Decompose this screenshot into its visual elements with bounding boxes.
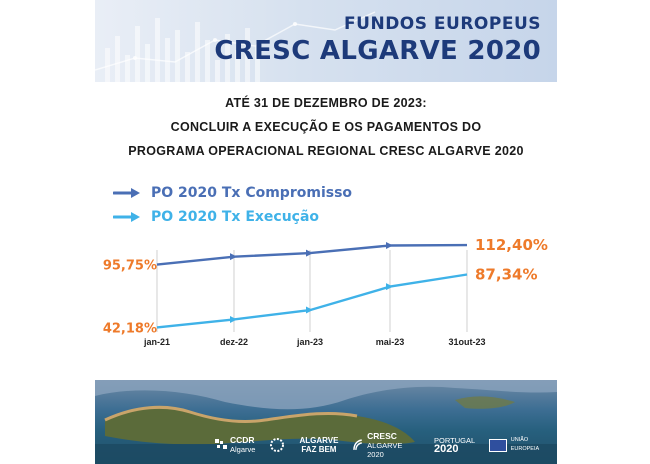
data-point-1-2: [306, 306, 313, 314]
cresc-emblem-icon: [353, 439, 363, 450]
partner-logos: CCDR Algarve ALGARVE FAZ BEM CRESC ALGARVE…: [215, 430, 557, 460]
logo-portugal-2020: PORTUGAL 2020: [434, 436, 476, 455]
footer-photo-strip: CCDR Algarve ALGARVE FAZ BEM CRESC ALGARVE…: [95, 380, 557, 464]
x-tick-label: jan-21: [143, 337, 170, 347]
logo-ue: UNIÃO EUROPEIA: [489, 436, 557, 454]
data-point-0-1: [230, 253, 237, 261]
logo-algarve-faz-bem: ALGARVE FAZ BEM: [299, 436, 338, 454]
line-chart: jan-21 dez-22 jan-23 mai-23 31out-23 95,75% 42…: [103, 236, 548, 347]
logo-ccdr-line1: CCDR: [230, 435, 255, 445]
data-point-1-1: [230, 315, 237, 323]
headline-line3: PROGRAMA OPERACIONAL REGIONAL CRESC ALGA…: [128, 144, 524, 158]
legend-label: PO 2020 Tx Execução: [151, 209, 320, 225]
arrow-right-icon: [113, 188, 140, 198]
logo-faz-line2: FAZ BEM: [301, 445, 337, 454]
brand-title-line1: FUNDOS EUROPEUS: [344, 14, 541, 34]
legend-item-compromisso: PO 2020 Tx Compromisso: [113, 182, 352, 204]
data-value-label: 95,75%: [103, 259, 157, 274]
logo-ue-line1: UNIÃO EUROPEIA: [510, 437, 540, 452]
coastline-illustration: [95, 380, 557, 464]
data-point-0-2: [306, 249, 313, 257]
eu-flag-icon: [489, 438, 507, 452]
ccdr-symbol-icon: [215, 439, 227, 449]
series-line-1: [156, 273, 468, 329]
series-line-0: [156, 243, 468, 266]
x-tick-label: mai-23: [376, 337, 405, 347]
ring-emblem-icon: [270, 438, 285, 452]
logo-portugal-line2: 2020: [434, 443, 459, 455]
legend-item-execucao: PO 2020 Tx Execução: [113, 206, 319, 228]
logo-faz-line1: ALGARVE: [299, 436, 339, 445]
x-tick-label: 31out-23: [448, 337, 485, 347]
x-tick-label: jan-23: [296, 337, 323, 347]
data-point-1-3: [386, 283, 393, 291]
logo-cresc-line2: ALGARVE 2020: [367, 440, 403, 459]
logo-ccdr: CCDR Algarve: [215, 436, 255, 454]
logo-ring: [269, 437, 285, 453]
logo-cresc: CRESC ALGARVE 2020: [352, 430, 420, 459]
brand-title-line2: CRESC ALGARVE 2020: [214, 36, 541, 66]
infographic-card: FUNDOS EUROPEUS CRESC ALGARVE 2020 ATÉ 3…: [95, 0, 557, 464]
banner-bar-pattern: [95, 11, 376, 82]
headline-line2: CONCLUIR A EXECUÇÃO E OS PAGAMENTOS DO: [170, 120, 482, 134]
data-value-label: 112,40%: [475, 236, 548, 254]
headline-line1: ATÉ 31 DE DEZEMBRO DE 2023:: [225, 96, 427, 110]
x-tick-label: dez-22: [220, 337, 248, 347]
data-point-0-3: [386, 242, 393, 250]
data-value-label: 87,34%: [475, 265, 537, 283]
legend-label: PO 2020 Tx Compromisso: [151, 185, 353, 201]
header-banner: FUNDOS EUROPEUS CRESC ALGARVE 2020: [95, 0, 557, 82]
logo-ccdr-line2: Algarve: [230, 445, 256, 454]
logo-portugal-line1: PORTUGAL: [434, 436, 476, 445]
arrow-right-icon: [113, 212, 140, 222]
data-value-label: 42,18%: [103, 321, 157, 336]
logo-cresc-line1: CRESC: [367, 430, 397, 441]
